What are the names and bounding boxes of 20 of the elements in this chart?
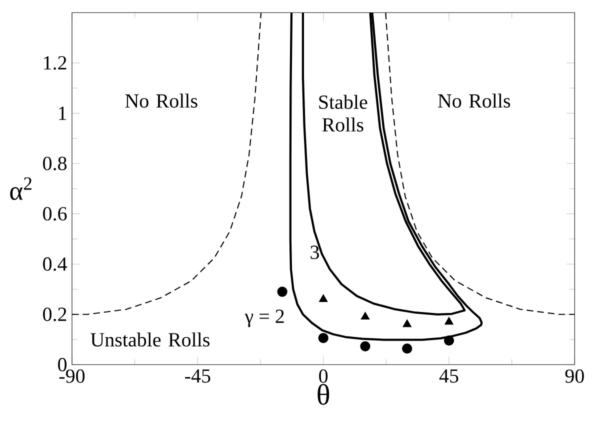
- y-tick-label: 0.2: [43, 308, 66, 322]
- y-tick-label: 0: [58, 358, 67, 372]
- series-label: γ = 2: [244, 310, 284, 328]
- annotation: No Rolls: [125, 94, 198, 108]
- annotation: Stable Rolls: [319, 94, 368, 132]
- y-tick-label: 0.8: [43, 156, 67, 170]
- y-tick-label: 0.6: [43, 207, 67, 221]
- annotation: Unstable Rolls: [90, 332, 210, 347]
- x-tick-label: -90: [59, 369, 85, 383]
- annotation: No Rolls: [438, 94, 510, 108]
- x-tick-label: 90: [565, 369, 584, 383]
- y-tick-label: 1: [59, 106, 66, 120]
- x-tick-label: -45: [185, 369, 210, 383]
- x-tick-label: 0: [319, 369, 328, 383]
- x-axis-title: θ: [318, 384, 330, 405]
- x-tick-label: 45: [439, 369, 458, 383]
- y-tick-label: 1.2: [44, 56, 66, 70]
- series-label: 3: [310, 246, 319, 260]
- y-axis-title: α$^{2}$: [10, 177, 32, 200]
- y-tick-label: 0.4: [43, 257, 67, 271]
